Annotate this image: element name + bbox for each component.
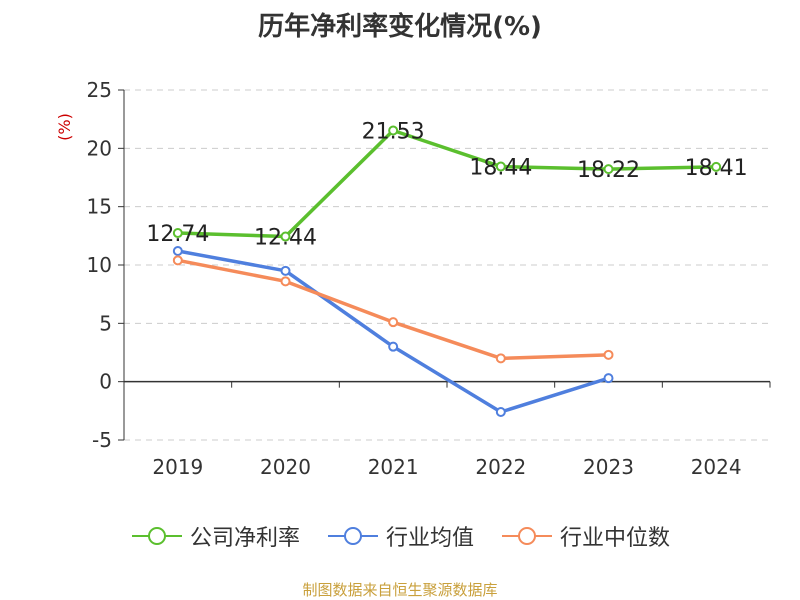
data-label: 12.74 <box>146 222 209 247</box>
data-point <box>280 276 291 287</box>
legend-item-company[interactable]: 公司净利率 <box>130 520 300 552</box>
chart-title: 历年净利率变化情况(%) <box>258 12 542 42</box>
legend-item-industry-median[interactable]: 行业中位数 <box>500 520 670 552</box>
data-point <box>280 231 291 242</box>
data-label: 18.41 <box>685 156 748 181</box>
data-label: 18.44 <box>469 156 532 181</box>
data-point <box>603 373 614 384</box>
data-point <box>603 349 614 360</box>
data-point <box>388 317 399 328</box>
source-note: 制图数据来自恒生聚源数据库 <box>302 581 498 599</box>
legend-label: 行业均值 <box>385 526 474 551</box>
data-label: 18.22 <box>577 158 640 183</box>
data-point <box>172 255 183 266</box>
y-tick-label: 0 <box>99 370 112 394</box>
x-tick-label: 2020 <box>260 455 311 479</box>
x-tick-label: 2023 <box>583 455 634 479</box>
data-point <box>280 265 291 276</box>
data-point <box>603 164 614 175</box>
y-tick-label: 10 <box>87 253 112 277</box>
data-point <box>711 161 722 172</box>
data-point <box>495 161 506 172</box>
data-label: 21.53 <box>362 119 425 144</box>
legend-label: 行业中位数 <box>560 526 671 551</box>
y-tick-label: 20 <box>87 136 112 160</box>
label-layer: 12.74 12.44 21.53 18.44 18.22 18.41 <box>146 119 747 250</box>
series-layer <box>172 125 722 417</box>
x-tick-label: 2022 <box>475 455 526 479</box>
data-label: 12.44 <box>254 226 317 251</box>
y-tick-label: 25 <box>87 78 112 102</box>
x-tick-label: 2019 <box>152 455 203 479</box>
data-point <box>495 407 506 417</box>
x-tick-label: 2021 <box>368 455 419 479</box>
legend-line-marker-icon <box>502 527 552 545</box>
data-point <box>388 341 399 352</box>
y-tick-label: 5 <box>99 311 112 335</box>
legend-line-marker-icon <box>327 527 378 545</box>
x-tick-label: 2024 <box>691 455 742 479</box>
legend: 公司净利率 行业均值 行业中位数 <box>0 520 800 552</box>
data-point <box>172 228 183 239</box>
legend-item-industry-avg[interactable]: 行业均值 <box>326 520 474 552</box>
axis-layer: -5 0 5 10 15 20 25 2019 2020 2021 2022 2023 2024 <box>87 78 771 479</box>
data-point <box>388 125 399 136</box>
series-line <box>176 249 611 414</box>
legend-label: 公司净利率 <box>189 526 300 551</box>
legend-line-marker-icon <box>131 527 182 545</box>
data-point <box>495 353 506 364</box>
data-point <box>172 246 183 256</box>
y-tick-label: 15 <box>87 195 112 219</box>
y-tick-label: -5 <box>92 428 112 452</box>
y-axis-unit-label: (%) <box>55 113 74 141</box>
series-line <box>176 128 718 239</box>
